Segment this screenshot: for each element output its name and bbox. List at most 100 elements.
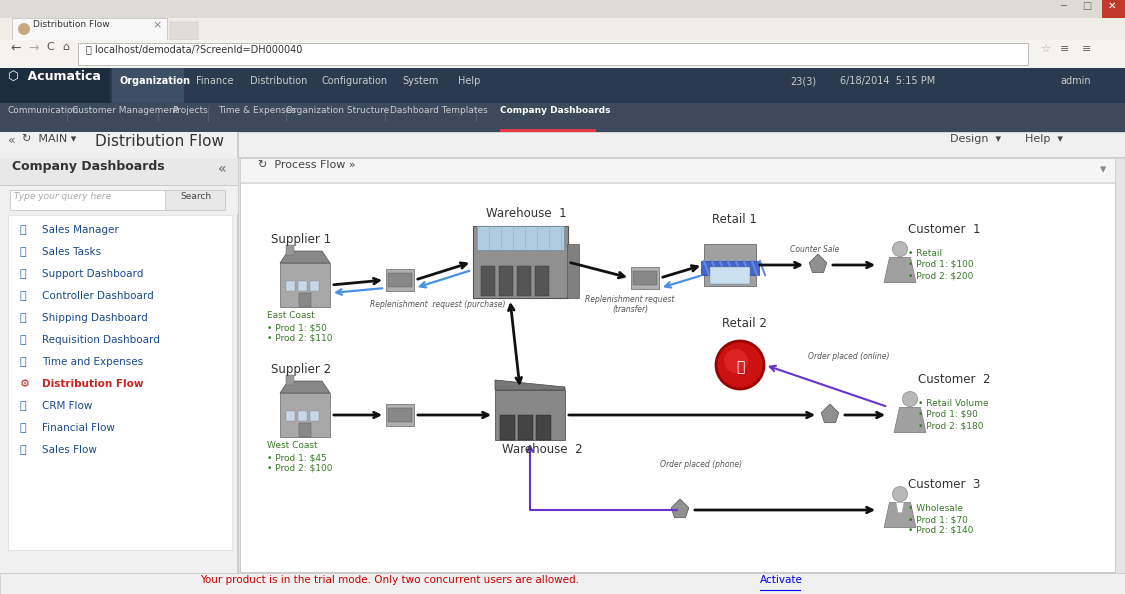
Text: Retail 2: Retail 2 — [722, 317, 767, 330]
Bar — [0, 573, 1125, 574]
Bar — [0, 132, 1125, 575]
Text: Supplier 1: Supplier 1 — [271, 233, 331, 246]
Bar — [631, 267, 659, 289]
Text: Configuration: Configuration — [322, 76, 388, 86]
Bar — [0, 186, 238, 214]
Bar — [299, 423, 310, 437]
Bar — [472, 226, 568, 298]
Text: • Prod 2: $110: • Prod 2: $110 — [267, 334, 333, 343]
Text: • Prod 2: $180: • Prod 2: $180 — [918, 421, 983, 430]
Text: • Prod 2: $140: • Prod 2: $140 — [908, 526, 973, 535]
Bar — [0, 0, 1125, 18]
Text: Distribution: Distribution — [250, 76, 307, 86]
Text: ✕: ✕ — [1108, 1, 1117, 11]
Bar — [286, 245, 294, 255]
Text: Customer  1: Customer 1 — [908, 223, 981, 236]
Text: «: « — [218, 162, 226, 176]
Bar — [386, 269, 414, 291]
Text: Time and Expenses: Time and Expenses — [42, 357, 143, 367]
Text: 🌐: 🌐 — [20, 313, 27, 323]
Text: Finance: Finance — [196, 76, 234, 86]
Bar — [500, 266, 513, 296]
Text: 6/18/2014  5:15 PM: 6/18/2014 5:15 PM — [840, 76, 935, 86]
Bar — [240, 158, 1115, 183]
Text: CRM Flow: CRM Flow — [42, 401, 92, 411]
Bar — [298, 281, 307, 291]
Text: • Retail: • Retail — [908, 249, 942, 258]
Text: Distribution Flow: Distribution Flow — [42, 379, 144, 389]
Bar — [0, 573, 1125, 594]
Text: 🧩: 🧩 — [20, 401, 27, 411]
Bar — [299, 293, 310, 307]
Text: Controller Dashboard: Controller Dashboard — [42, 291, 154, 301]
Bar — [170, 22, 198, 40]
Bar — [237, 132, 238, 575]
Text: 📝: 📝 — [20, 357, 27, 367]
Bar — [0, 132, 1125, 158]
Text: Company Dashboards: Company Dashboards — [500, 106, 611, 115]
Polygon shape — [280, 251, 330, 263]
Text: Support Dashboard: Support Dashboard — [42, 269, 143, 279]
Circle shape — [892, 486, 908, 501]
Text: Search: Search — [180, 192, 212, 201]
Text: ⌂: ⌂ — [62, 42, 69, 52]
Text: Dashboard Templates: Dashboard Templates — [390, 106, 488, 115]
Text: 👤: 👤 — [20, 269, 27, 279]
Text: Sales Flow: Sales Flow — [42, 445, 97, 455]
Bar — [78, 43, 1028, 65]
Text: • Prod 1: $90: • Prod 1: $90 — [918, 410, 978, 419]
Bar — [567, 244, 579, 298]
Bar — [286, 411, 295, 421]
Polygon shape — [495, 380, 565, 390]
Bar — [388, 273, 412, 287]
Bar — [701, 261, 759, 275]
Text: Supplier 2: Supplier 2 — [271, 363, 331, 376]
Bar — [310, 281, 319, 291]
Text: Order placed (phone): Order placed (phone) — [660, 460, 743, 469]
Bar — [388, 408, 412, 422]
Bar — [280, 393, 330, 437]
Text: Your product is in the trial mode. Only two concurrent users are allowed.: Your product is in the trial mode. Only … — [200, 575, 579, 585]
Text: 📄: 📄 — [20, 335, 27, 345]
Text: →: → — [28, 42, 38, 55]
Polygon shape — [809, 254, 827, 273]
Text: Financial Flow: Financial Flow — [42, 423, 115, 433]
Circle shape — [716, 341, 764, 389]
Bar — [0, 158, 238, 186]
Bar — [500, 129, 596, 132]
Circle shape — [724, 349, 748, 373]
Bar — [1102, 0, 1125, 18]
Text: ↻  Process Flow »: ↻ Process Flow » — [258, 160, 356, 170]
Polygon shape — [894, 407, 926, 432]
Text: 📈: 📈 — [20, 291, 27, 301]
Text: C: C — [46, 42, 54, 52]
Text: Retail 1: Retail 1 — [712, 213, 757, 226]
Text: • Prod 1: $45: • Prod 1: $45 — [267, 453, 326, 462]
Bar — [0, 40, 1125, 68]
Text: Company Dashboards: Company Dashboards — [12, 160, 164, 173]
Text: Sales Tasks: Sales Tasks — [42, 247, 101, 257]
Text: □: □ — [1082, 1, 1091, 11]
Bar — [0, 68, 110, 103]
Bar — [10, 190, 165, 210]
Text: ✅: ✅ — [20, 247, 27, 257]
Text: Customer Management: Customer Management — [72, 106, 179, 115]
Text: Projects: Projects — [172, 106, 208, 115]
Polygon shape — [672, 499, 688, 518]
Text: Help  ▾: Help ▾ — [1025, 134, 1063, 144]
Bar — [8, 215, 232, 550]
Bar — [518, 415, 533, 440]
Text: admin: admin — [1060, 76, 1090, 86]
Text: 23(3): 23(3) — [790, 76, 816, 86]
Bar — [518, 266, 531, 296]
Text: ≡: ≡ — [1082, 44, 1091, 54]
Polygon shape — [884, 503, 916, 527]
Text: 📄 localhost/demodata/?ScreenId=DH000040: 📄 localhost/demodata/?ScreenId=DH000040 — [86, 44, 303, 54]
Text: Distribution Flow: Distribution Flow — [33, 20, 109, 29]
Text: ▾: ▾ — [1100, 163, 1106, 176]
Text: Help: Help — [458, 76, 480, 86]
Bar — [477, 226, 564, 250]
Polygon shape — [896, 503, 904, 513]
Bar — [536, 415, 551, 440]
Text: 📊: 📊 — [20, 225, 27, 235]
